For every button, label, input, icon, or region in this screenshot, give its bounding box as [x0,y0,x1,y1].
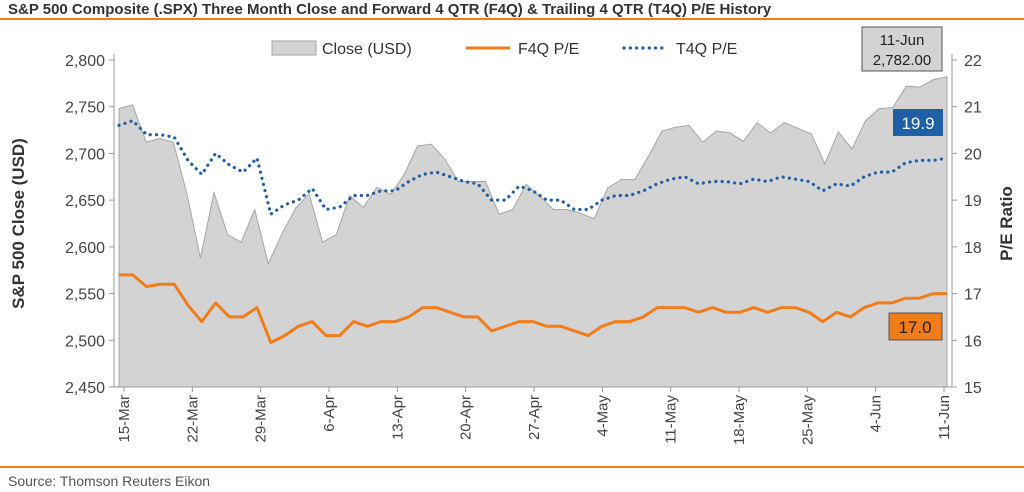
y-right-tick-label: 17 [964,287,982,304]
source-note: Source: Thomson Reuters Eikon [8,473,211,489]
y-left-tick-label: 2,650 [65,193,105,210]
t4q-value-badge [893,109,943,136]
y-axis-right-title: P/E Ratio [997,186,1016,261]
x-tick-label: 4-May [594,395,611,437]
y-left-tick-label: 2,800 [65,53,105,70]
y-right-tick-label: 21 [964,100,982,117]
y-left-tick-label: 2,500 [65,333,105,350]
y-right-tick-label: 20 [964,146,982,163]
y-right-tick-label: 19 [964,193,982,210]
y-left-tick-label: 2,600 [65,240,105,257]
y-axis-left-title: S&P 500 Close (USD) [9,138,28,309]
y-right-tick-label: 18 [964,240,982,257]
x-tick-label: 27-Apr [526,395,543,440]
y-right-tick-label: 15 [964,380,982,397]
x-tick-label: 11-Jun [936,395,953,440]
x-tick-label: 4-Jun [868,395,885,433]
legend-label-f4q: F4Q P/E [518,41,579,58]
close-value-callout [861,26,943,72]
legend-label-t4q: T4Q P/E [676,41,737,58]
y-right-tick-label: 16 [964,333,982,350]
top-rule [0,18,1024,20]
t4q-pe-dotted-line [117,118,949,217]
callout-date-label: 11-Jun [880,32,925,49]
bottom-rule [0,466,1024,468]
annotations: 11-Jun 2,782.00 19.9 17.0 [861,26,943,341]
x-tick-label: 11-May [663,395,680,444]
axes-layer: 2,450 2,500 2,550 2,600 2,650 2,700 2,750 2,800… [9,53,1016,445]
close-area-series [118,76,948,388]
y-left-tick-label: 2,550 [65,287,105,304]
chart-title: S&P 500 Composite (.SPX) Three Month Clo… [8,1,772,18]
y-left-tick-label: 2,700 [65,146,105,163]
x-tick-label: 20-Apr [458,395,475,440]
legend-swatch-close [271,40,317,56]
legend-label-close: Close (USD) [322,41,412,58]
f4q-value-label: 17.0 [898,318,931,337]
close-area-layer [118,76,948,388]
f4q-pe-line [119,273,947,345]
callout-close-label: 2,782.00 [873,52,931,69]
f4q-value-badge [888,312,943,341]
x-tick-label: 18-May [731,395,748,446]
y-right-tick-label: 22 [964,53,982,70]
x-tick-label: 22-Mar [184,395,201,443]
x-tick-label: 6-Apr [321,395,338,432]
x-tick-label: 25-May [799,395,816,446]
y-left-tick-label: 2,450 [65,380,105,397]
legend: Close (USD) F4Q P/E T4Q P/E [271,40,737,58]
x-tick-label: 15-Mar [116,395,133,443]
y-left-tick-label: 2,750 [65,100,105,117]
pe-lines-layer [117,118,949,345]
x-tick-label: 29-Mar [253,395,270,443]
t4q-value-label: 19.9 [901,114,934,133]
x-tick-label: 13-Apr [389,395,406,440]
